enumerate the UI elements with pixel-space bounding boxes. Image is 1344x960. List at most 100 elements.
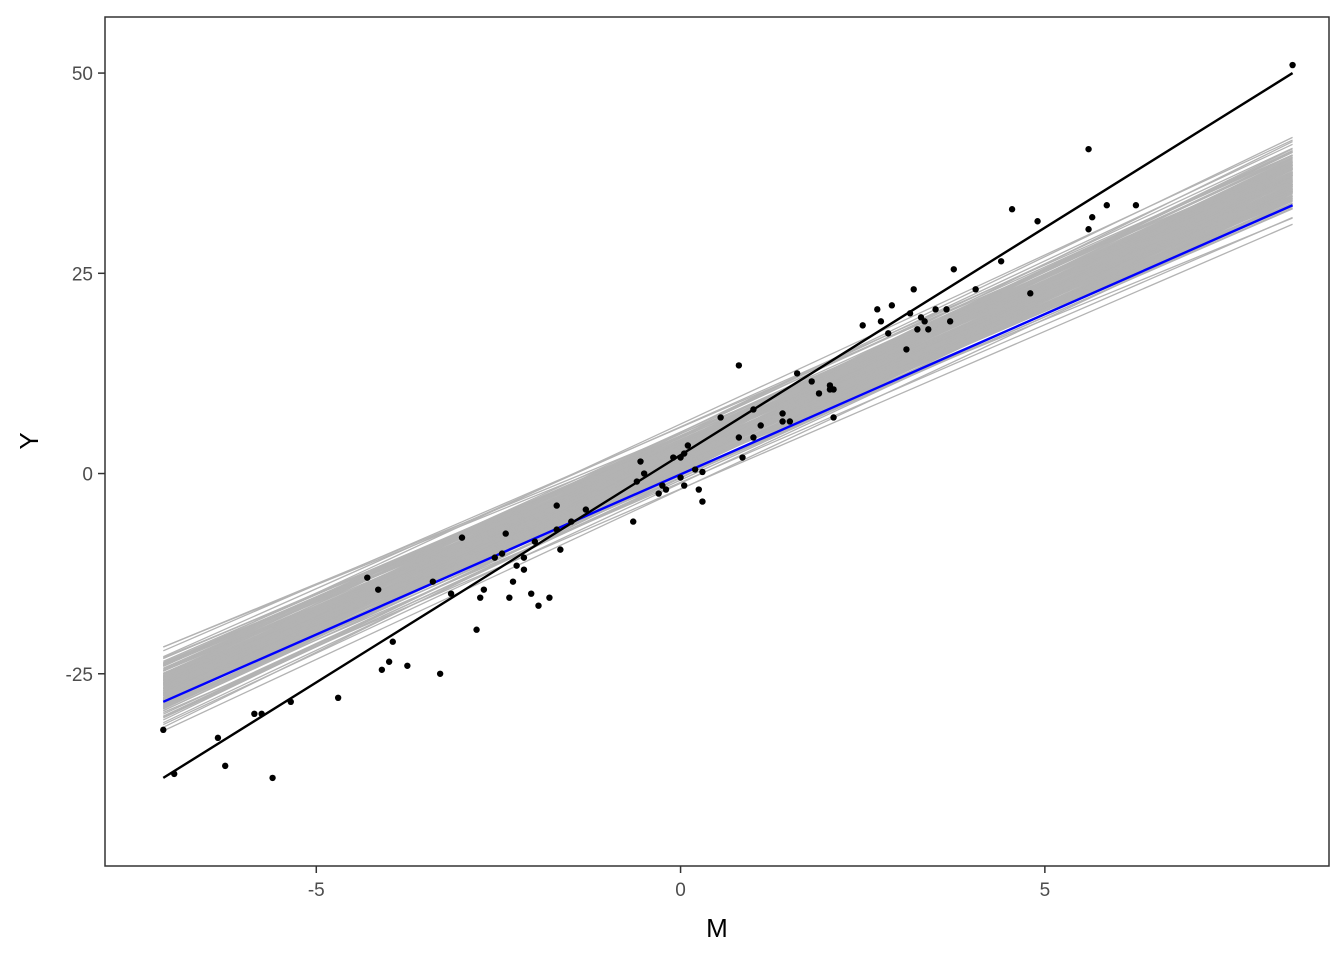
data-point <box>528 590 535 597</box>
y-tick-label: -25 <box>66 665 93 686</box>
data-point <box>1289 61 1296 69</box>
data-point <box>997 258 1005 265</box>
data-point <box>735 362 743 369</box>
data-point <box>520 554 528 561</box>
sample-line <box>163 191 1293 675</box>
data-point <box>251 710 258 718</box>
y-tick-label: 50 <box>72 64 93 85</box>
data-point <box>903 346 910 353</box>
sample-line <box>163 175 1293 660</box>
data-point <box>429 578 437 585</box>
data-point <box>906 310 914 317</box>
data-point <box>695 486 702 493</box>
data-point <box>531 538 539 545</box>
data-point <box>502 530 509 537</box>
black-fit-line <box>162 72 1294 779</box>
sample-line <box>163 180 1293 648</box>
data-point <box>946 318 954 325</box>
data-point <box>691 466 699 473</box>
data-point <box>972 286 979 293</box>
data-point <box>546 594 553 601</box>
data-point <box>378 666 386 673</box>
sample-line <box>163 173 1293 700</box>
sample-line <box>163 154 1293 658</box>
data-point <box>473 626 480 633</box>
data-point <box>885 330 892 337</box>
y-tick-label: 0 <box>82 465 93 486</box>
data-point <box>735 434 743 441</box>
data-point <box>582 506 590 513</box>
data-point <box>670 454 677 461</box>
y-axis: 50 25 0 -25 <box>66 64 105 686</box>
data-point <box>1089 214 1096 221</box>
data-point <box>925 326 932 333</box>
data-point <box>506 594 513 601</box>
data-point <box>436 670 444 677</box>
sample-line <box>163 170 1293 669</box>
blue-fit-line <box>162 204 1294 703</box>
data-point <box>480 586 488 593</box>
data-point <box>921 318 928 325</box>
data-point <box>520 566 528 573</box>
data-point <box>757 422 764 429</box>
data-point <box>699 498 706 505</box>
sample-line <box>163 150 1293 693</box>
data-points-group <box>160 61 1296 782</box>
data-point <box>830 414 837 421</box>
sample-line <box>163 207 1293 706</box>
data-point <box>1085 226 1092 233</box>
data-point <box>859 322 866 329</box>
data-point <box>943 306 950 313</box>
data-point <box>1132 202 1140 209</box>
sample-line <box>163 188 1293 724</box>
data-point <box>1085 145 1092 153</box>
x-axis: -5 0 5 <box>308 866 1050 901</box>
data-point <box>375 586 382 593</box>
sample-line <box>163 197 1293 726</box>
data-point <box>498 550 506 557</box>
fit-lines-group <box>162 72 1294 779</box>
data-point <box>640 470 648 477</box>
data-point <box>750 406 757 413</box>
data-point <box>334 694 342 702</box>
data-point <box>630 518 637 525</box>
x-axis-title: M <box>706 913 728 943</box>
data-point <box>655 490 662 497</box>
data-point <box>874 306 881 313</box>
data-point <box>684 442 692 449</box>
data-point <box>389 638 396 645</box>
data-point <box>750 434 757 441</box>
x-tick-label: 5 <box>1040 880 1051 901</box>
data-point <box>447 590 455 597</box>
y-axis-title: Y <box>14 432 44 449</box>
y-tick-label: 25 <box>72 264 93 285</box>
data-point <box>808 378 815 385</box>
data-point <box>568 518 575 525</box>
data-point <box>513 562 520 569</box>
x-tick-label: -5 <box>308 880 325 901</box>
data-point <box>364 574 371 581</box>
data-point <box>633 478 641 485</box>
data-point <box>287 698 294 706</box>
plot-panel-border <box>104 16 1330 867</box>
data-point <box>385 658 393 665</box>
data-point <box>699 468 706 476</box>
data-point <box>950 266 957 273</box>
data-point <box>535 602 542 609</box>
data-point <box>914 326 921 333</box>
data-point <box>888 302 896 309</box>
data-point <box>662 486 670 493</box>
data-point <box>830 386 837 393</box>
data-point <box>214 734 222 742</box>
data-point <box>779 410 786 417</box>
data-point <box>932 306 939 313</box>
data-point <box>557 546 564 553</box>
data-point <box>553 526 560 533</box>
data-point <box>160 726 167 734</box>
x-tick-label: 0 <box>675 880 686 901</box>
data-point <box>681 482 688 489</box>
data-point <box>786 418 794 425</box>
data-point <box>637 458 644 465</box>
sample-line <box>163 223 1293 714</box>
data-point <box>553 502 560 509</box>
